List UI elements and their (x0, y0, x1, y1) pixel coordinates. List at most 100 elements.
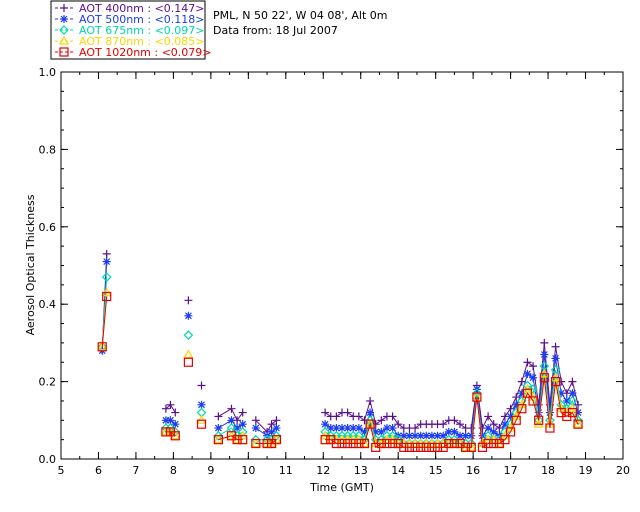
y-tick-label: 0.0 (39, 453, 57, 466)
data-point (161, 416, 170, 425)
data-point (568, 377, 577, 386)
x-tick-label: 12 (316, 464, 330, 477)
data-point (388, 412, 397, 421)
data-point (444, 438, 454, 449)
data-point (399, 442, 409, 452)
data-point (102, 249, 111, 258)
data-point (404, 442, 415, 452)
legend-box (50, 0, 206, 60)
data-point (214, 412, 223, 421)
y-tick-label: 0.4 (39, 298, 57, 311)
data-point (567, 407, 578, 418)
data-point (196, 419, 207, 429)
date-info: Data from: 18 Jul 2007 (213, 24, 338, 37)
data-point (522, 388, 533, 398)
data-point (478, 431, 487, 440)
data-point (371, 427, 380, 436)
legend-label: AOT 500nm : <0.118> (79, 13, 205, 26)
data-point (354, 424, 363, 433)
data-point (562, 396, 571, 405)
series-line (325, 377, 579, 449)
data-point (427, 431, 436, 440)
data-point (97, 342, 107, 352)
data-point (432, 442, 443, 452)
data-point (421, 442, 431, 452)
data-point (267, 427, 276, 436)
x-tick-label: 8 (170, 464, 177, 477)
data-point (467, 431, 476, 440)
data-point (568, 389, 577, 398)
x-tick-label: 10 (241, 464, 255, 477)
x-tick-label: 11 (279, 464, 293, 477)
data-point (184, 311, 193, 320)
data-point (529, 362, 538, 371)
data-point (506, 404, 515, 413)
series-4 (97, 291, 583, 452)
data-point (213, 430, 224, 441)
y-tick-label: 0.2 (39, 376, 57, 389)
data-point (533, 418, 544, 428)
data-point (331, 438, 341, 449)
data-point (439, 420, 448, 429)
data-point (456, 431, 465, 440)
data-point (365, 419, 375, 429)
data-point (343, 424, 352, 433)
data-point (272, 416, 281, 425)
legend-label: AOT 870nm : <0.085> (79, 35, 205, 48)
data-point (365, 418, 376, 428)
data-point (388, 424, 397, 433)
data-point (449, 438, 459, 449)
data-point (489, 427, 498, 436)
data-point (540, 338, 549, 347)
data-point (489, 420, 498, 429)
data-point (102, 291, 112, 302)
data-point (321, 420, 330, 429)
data-point (326, 424, 335, 433)
data-point (484, 412, 493, 421)
legend-marker (58, 35, 70, 45)
data-point (573, 419, 583, 429)
data-point (461, 442, 471, 452)
data-point (348, 438, 358, 449)
data-point (405, 431, 414, 440)
data-point (410, 442, 420, 452)
data-point (539, 373, 549, 383)
data-point (517, 389, 526, 398)
data-point (184, 296, 193, 305)
data-point (500, 435, 510, 445)
data-point (534, 408, 543, 417)
data-point (545, 423, 555, 433)
data-point (214, 424, 223, 433)
data-point (529, 373, 538, 382)
data-point (506, 412, 515, 421)
data-point (227, 416, 236, 425)
data-point (170, 431, 180, 441)
data-point (495, 424, 504, 433)
data-point (377, 427, 386, 436)
data-point (343, 408, 352, 417)
legend-marker (60, 15, 68, 23)
series-line (101, 296, 108, 347)
x-tick-label: 17 (504, 464, 518, 477)
data-point (439, 431, 448, 440)
data-point (232, 435, 242, 445)
data-point (197, 400, 206, 409)
data-point (500, 420, 509, 429)
data-point (394, 420, 403, 429)
data-point (574, 408, 583, 417)
y-axis-label: Aerosol Optical Thickness (24, 194, 37, 335)
legend: AOT 400nm : <0.147>AOT 500nm : <0.118>AO… (50, 0, 212, 60)
data-point (366, 408, 375, 417)
data-point (422, 431, 431, 440)
data-point (166, 400, 175, 409)
data-point (161, 404, 170, 413)
data-point (557, 389, 566, 398)
data-point (472, 392, 482, 402)
data-point (466, 442, 476, 452)
data-point (97, 341, 108, 351)
axes-layer: 5 6 7 8 9 10 11 12 13 14 15 16 17 18 19 20 0.0 0.2 0.4 0.6 0… (39, 66, 631, 477)
data-point (551, 342, 560, 351)
data-point (545, 408, 554, 417)
data-point (382, 424, 391, 433)
data-point (416, 431, 425, 440)
